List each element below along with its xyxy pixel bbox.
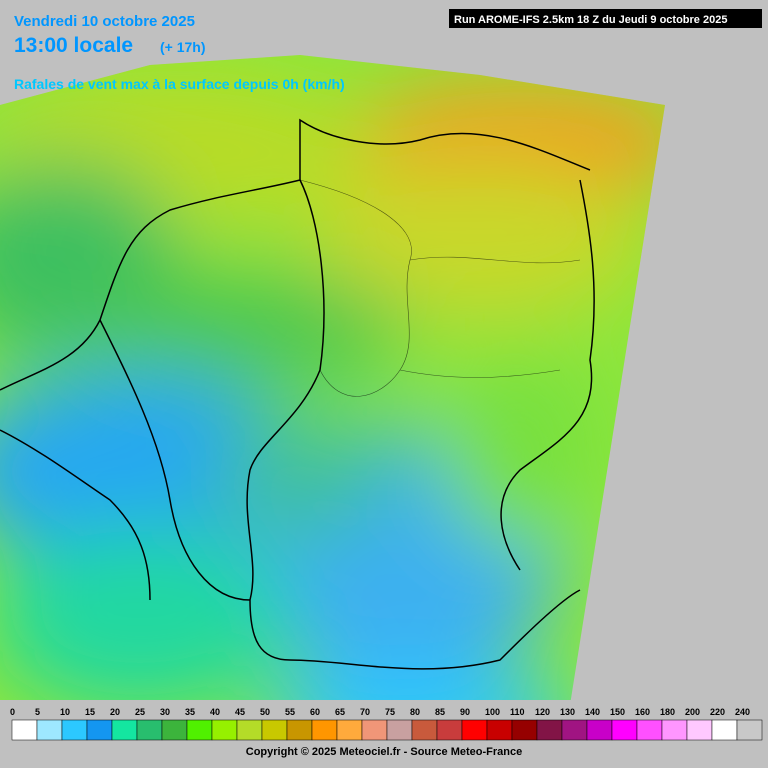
legend-swatch (136, 719, 163, 741)
subtitle: Rafales de vent max à la surface depuis … (14, 76, 345, 92)
legend-label: 70 (360, 707, 370, 717)
legend-swatch (736, 719, 763, 741)
lead-label: (+ 17h) (160, 39, 206, 55)
legend-label: 200 (685, 707, 700, 717)
legend-label: 60 (310, 707, 320, 717)
copyright: Copyright © 2025 Meteociel.fr - Source M… (246, 746, 522, 758)
legend-label: 220 (710, 707, 725, 717)
legend-label: 80 (410, 707, 420, 717)
legend-swatch (161, 719, 188, 741)
legend-label: 10 (60, 707, 70, 717)
legend-label: 90 (460, 707, 470, 717)
legend-label: 75 (385, 707, 395, 717)
legend-label: 240 (735, 707, 750, 717)
legend-label: 15 (85, 707, 95, 717)
legend-swatch (211, 719, 238, 741)
legend-swatch (511, 719, 538, 741)
legend-label: 5 (35, 707, 40, 717)
legend-swatch (536, 719, 563, 741)
legend-swatch (411, 719, 438, 741)
legend-label: 50 (260, 707, 270, 717)
legend-label: 55 (285, 707, 295, 717)
legend-label: 30 (160, 707, 170, 717)
legend-swatch (336, 719, 363, 741)
legend-swatch (86, 719, 113, 741)
legend-label: 20 (110, 707, 120, 717)
run-label: Run AROME-IFS 2.5km 18 Z du Jeudi 9 octo… (454, 14, 727, 26)
legend-swatch (61, 719, 88, 741)
legend-label: 130 (560, 707, 575, 717)
legend-label: 35 (185, 707, 195, 717)
borders (0, 118, 595, 670)
legend-swatch (586, 719, 613, 741)
legend-label: 45 (235, 707, 245, 717)
legend-label: 65 (335, 707, 345, 717)
legend-swatch (11, 719, 38, 741)
legend-swatch (361, 719, 388, 741)
legend-swatch (286, 719, 313, 741)
legend-label: 100 (485, 707, 500, 717)
legend-label: 150 (610, 707, 625, 717)
legend-swatch (636, 719, 663, 741)
legend-label: 110 (510, 707, 525, 717)
legend-label: 40 (210, 707, 220, 717)
time-label: 13:00 locale (14, 34, 133, 57)
legend-label: 120 (535, 707, 550, 717)
legend-swatch (461, 719, 488, 741)
legend-swatch (686, 719, 713, 741)
legend-swatch (186, 719, 213, 741)
legend-swatch (436, 719, 463, 741)
legend-swatch (311, 719, 338, 741)
legend-swatch (661, 719, 688, 741)
legend-label: 140 (585, 707, 600, 717)
legend-swatch (486, 719, 513, 741)
legend-swatch (236, 719, 263, 741)
legend-label: 25 (135, 707, 145, 717)
legend-label: 0 (10, 707, 15, 717)
legend-label: 160 (635, 707, 650, 717)
legend-swatch (36, 719, 63, 741)
legend: 0 5 10 15 20 25 30 35 40 45 50 55 60 65 70 75 80 85 90 100 1… (10, 707, 763, 741)
legend-swatch (561, 719, 588, 741)
legend-swatch (386, 719, 413, 741)
legend-swatch (611, 719, 638, 741)
legend-swatch (111, 719, 138, 741)
run-box (449, 9, 762, 28)
legend-label: 180 (660, 707, 675, 717)
region-borders (299, 179, 581, 397)
date-label: Vendredi 10 octobre 2025 (14, 13, 195, 30)
legend-swatch (261, 719, 288, 741)
legend-swatch (711, 719, 738, 741)
legend-label: 85 (435, 707, 445, 717)
